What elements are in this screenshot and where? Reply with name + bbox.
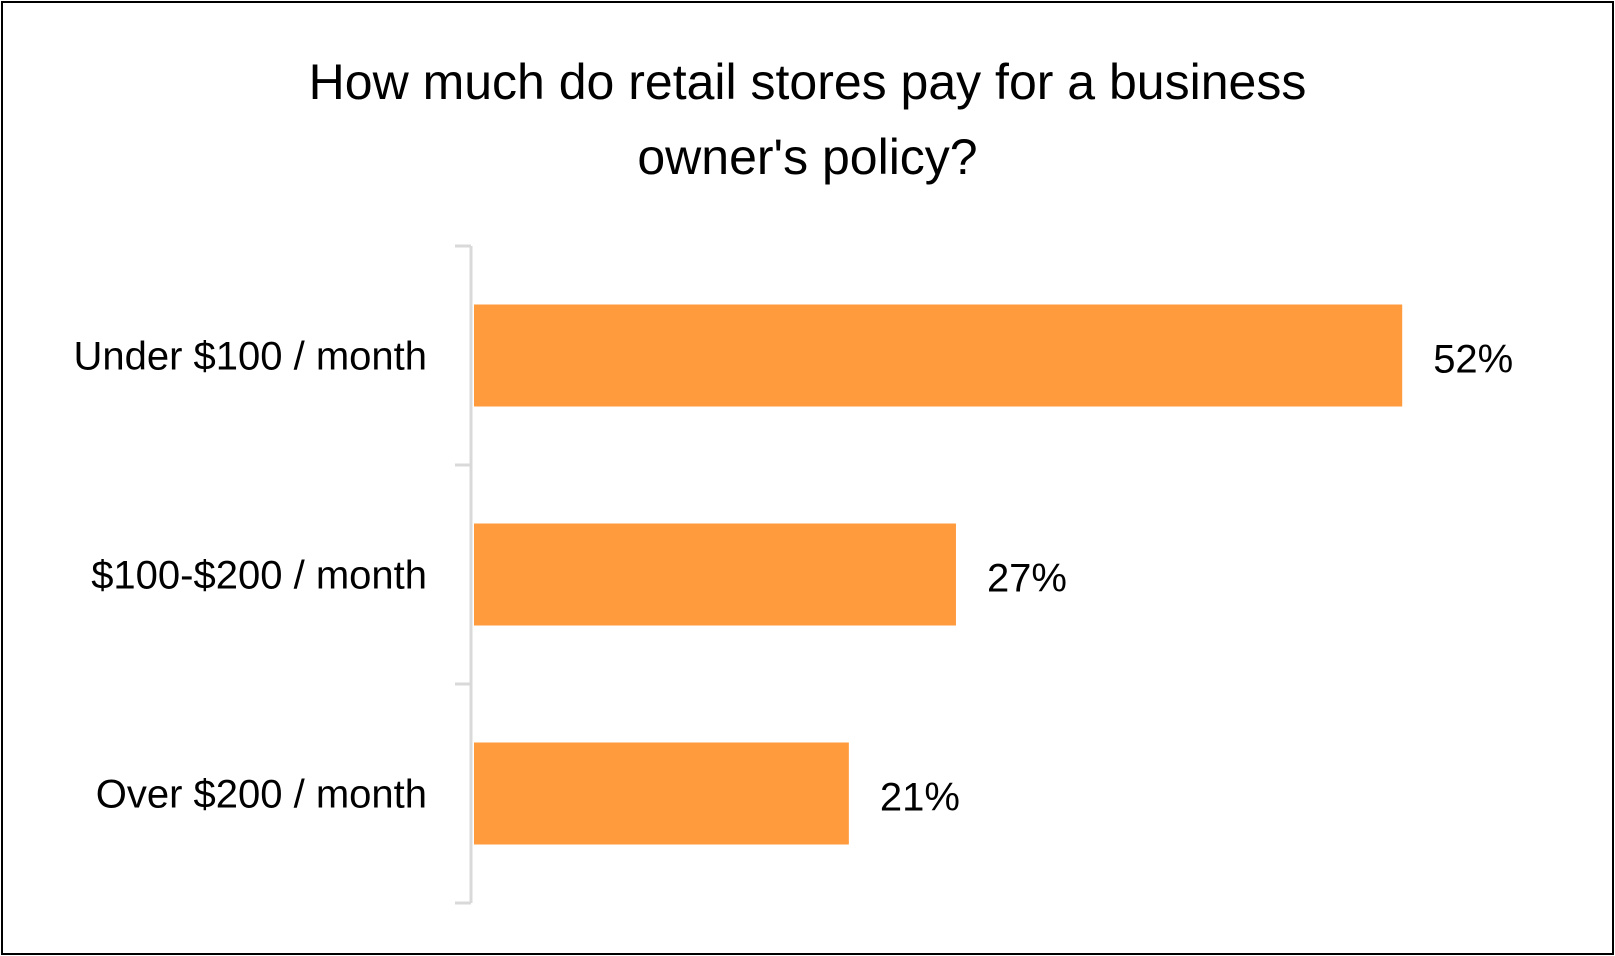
bar[interactable] <box>474 304 1403 407</box>
bar[interactable] <box>474 742 849 845</box>
category-tick-label: $100-$200 / month <box>91 554 427 598</box>
chart-title: How much do retail stores pay for a busi… <box>3 45 1612 195</box>
data-label: 52% <box>1433 338 1513 382</box>
bar-chart-plot: Under $100 / month 52% $100-$200 / month 27… <box>73 244 1513 905</box>
chart-title-line-2: owner's policy? <box>637 129 978 185</box>
bar[interactable] <box>474 523 956 626</box>
data-label: 27% <box>987 557 1067 601</box>
chart-title-line-1: How much do retail stores pay for a busi… <box>308 54 1307 110</box>
category-tick-label: Over $200 / month <box>96 773 427 817</box>
category-tick-label: Under $100 / month <box>73 335 427 379</box>
data-label: 21% <box>880 776 960 820</box>
